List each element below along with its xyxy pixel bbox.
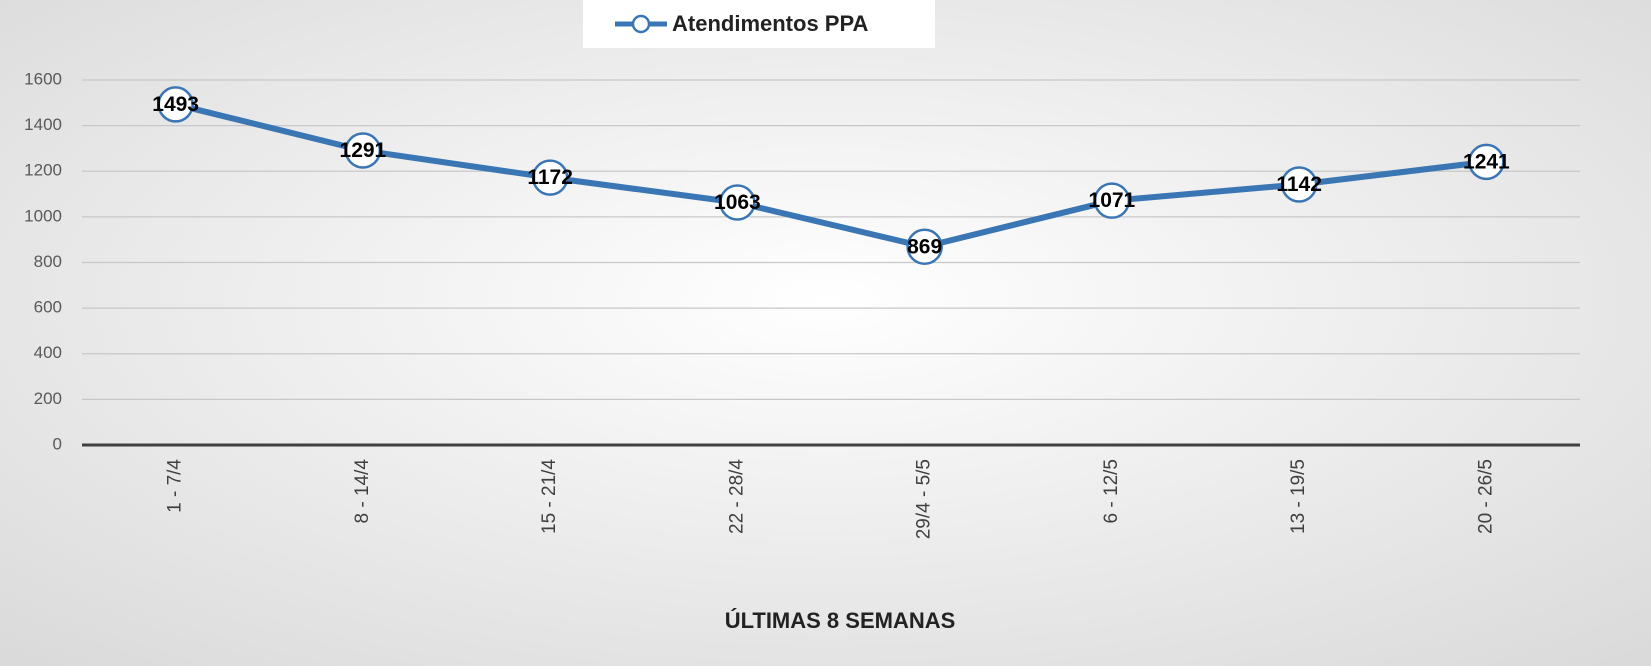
marker — [344, 132, 382, 169]
data-label: 1291 — [340, 139, 387, 162]
marker — [1468, 143, 1505, 181]
y-tick-label: 1600 — [24, 69, 62, 88]
marker — [906, 228, 943, 266]
marker — [531, 159, 569, 196]
data-label: 1142 — [1276, 173, 1322, 196]
data-label: 1063 — [714, 191, 761, 214]
y-tick-label: 400 — [34, 343, 62, 362]
legend-label: Atendimentos PPA — [672, 11, 869, 36]
x-tick-label: 8 - 14/4 — [352, 459, 373, 524]
y-tick-label: 600 — [34, 298, 62, 317]
x-tick-label: 22 - 28/4 — [726, 459, 747, 534]
y-tick-label: 1000 — [24, 206, 62, 225]
x-tick-label: 1 - 7/4 — [165, 459, 186, 513]
x-tick-label: 6 - 12/5 — [1101, 459, 1122, 523]
y-tick-label: 1200 — [24, 161, 62, 180]
series-line — [174, 101, 1487, 250]
data-label: 1071 — [1089, 189, 1136, 212]
x-axis-title: ÚLTIMAS 8 SEMANAS — [725, 608, 956, 633]
legend-marker — [631, 14, 651, 34]
x-tick-label: 13 - 19/5 — [1288, 459, 1309, 534]
marker — [1093, 182, 1131, 219]
data-label: 1493 — [152, 93, 199, 116]
data-label: 1172 — [527, 166, 573, 189]
y-tick-label: 1400 — [24, 115, 62, 134]
marker — [1280, 166, 1318, 203]
legend: Atendimentos PPA — [583, 0, 935, 48]
x-tick-label: 29/4 - 5/5 — [914, 459, 935, 539]
marker — [719, 184, 756, 221]
data-label: 869 — [907, 235, 942, 258]
marker — [157, 86, 194, 123]
y-tick-label: 0 — [53, 434, 62, 453]
data-label: 1241 — [1463, 150, 1510, 173]
y-tick-label: 200 — [34, 389, 62, 408]
x-tick-label: 20 - 26/5 — [1475, 459, 1496, 534]
x-tick-label: 15 - 21/4 — [539, 459, 560, 534]
y-tick-label: 800 — [34, 252, 62, 271]
